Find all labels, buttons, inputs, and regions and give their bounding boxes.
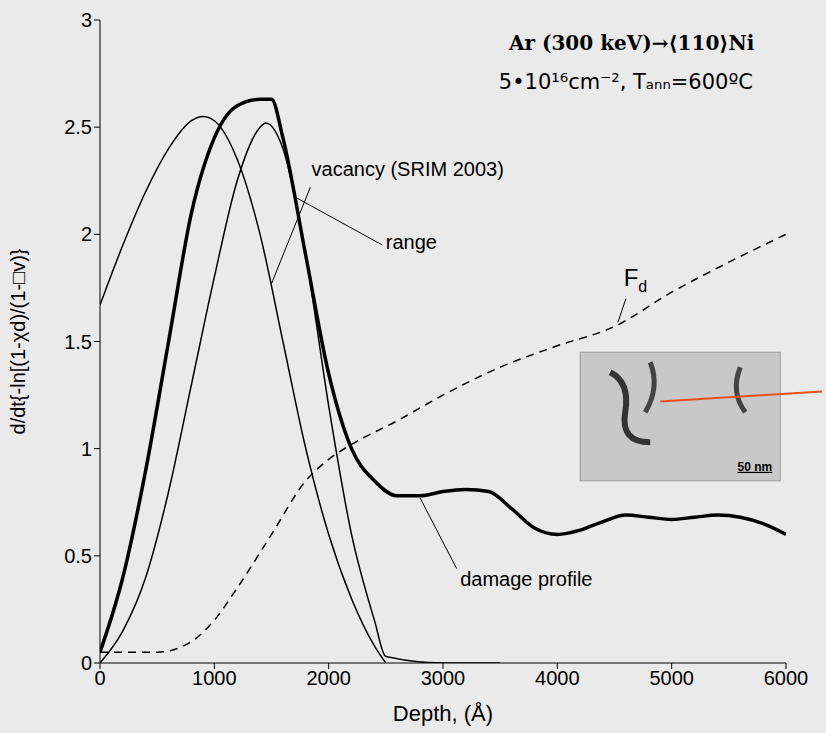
svg-text:0.5: 0.5: [64, 545, 92, 567]
svg-text:range: range: [386, 231, 437, 253]
svg-text:0: 0: [94, 667, 105, 689]
svg-text:50 nm: 50 nm: [738, 460, 773, 474]
svg-text:1000: 1000: [192, 667, 237, 689]
svg-text:4000: 4000: [535, 667, 580, 689]
svg-text:vacancy (SRIM 2003): vacancy (SRIM 2003): [312, 158, 504, 180]
svg-text:2.5: 2.5: [64, 116, 92, 138]
svg-text:0: 0: [81, 652, 92, 674]
svg-text:Depth, (Å): Depth, (Å): [393, 701, 493, 726]
svg-text:2: 2: [81, 223, 92, 245]
svg-text:damage profile: damage profile: [460, 568, 592, 590]
svg-text:3: 3: [81, 9, 92, 31]
svg-text:5•10¹⁶cm⁻², Tₐₙₙ=600ºC: 5•10¹⁶cm⁻², Tₐₙₙ=600ºC: [499, 70, 753, 94]
svg-text:5000: 5000: [649, 667, 694, 689]
svg-text:Ar (300 keV)→⟨110⟩Ni: Ar (300 keV)→⟨110⟩Ni: [508, 31, 755, 55]
svg-text:3000: 3000: [421, 667, 466, 689]
svg-text:1: 1: [81, 438, 92, 460]
svg-text:6000: 6000: [764, 667, 809, 689]
svg-text:Fd: Fd: [624, 264, 648, 295]
svg-text:1.5: 1.5: [64, 331, 92, 353]
svg-text:2000: 2000: [306, 667, 351, 689]
svg-text:d/dt{-ln[(1-χd)/(1-□v)}: d/dt{-ln[(1-χd)/(1-□v)}: [7, 248, 29, 434]
